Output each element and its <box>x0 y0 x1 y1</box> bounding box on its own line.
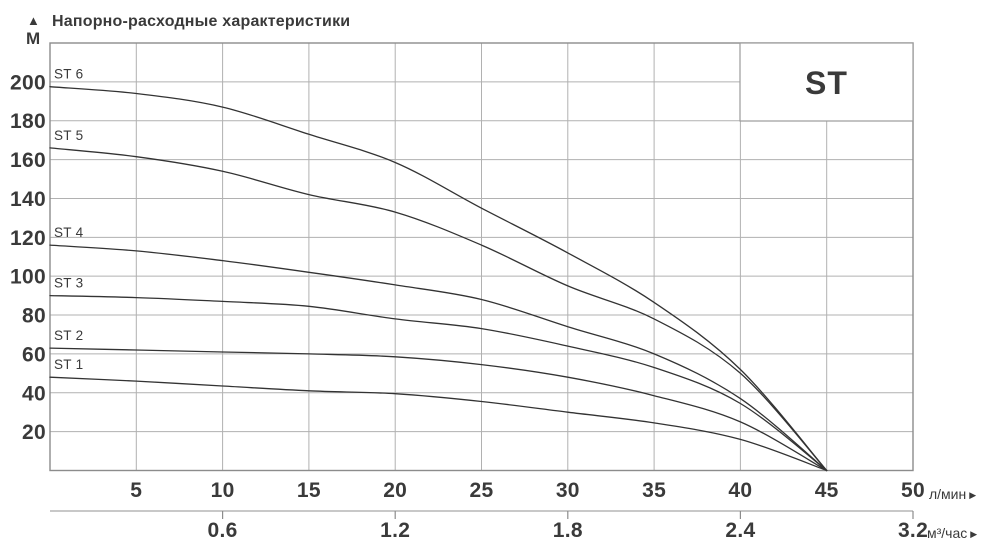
y-tick-label: 200 <box>10 71 46 94</box>
y-tick-label: 100 <box>10 266 46 289</box>
secondary-tick-label: 0.6 <box>208 519 238 542</box>
chart-title: Напорно-расходные характеристики <box>52 13 350 30</box>
curve-label-st-2: ST 2 <box>54 328 83 343</box>
curve-label-st-4: ST 4 <box>54 225 84 240</box>
x-tick-label: 15 <box>297 479 321 502</box>
axis-layer: 20 40 60 80 100 120 140 160 180 200 5 10 15 20 25 30 35 4… <box>10 71 928 542</box>
y-tick-label: 40 <box>22 382 46 405</box>
x-tick-label: 20 <box>383 479 407 502</box>
x-tick-label: 45 <box>815 479 839 502</box>
secondary-x-unit-text: м³/час <box>927 525 967 541</box>
x-tick-label: 35 <box>642 479 666 502</box>
y-tick-label: 160 <box>10 149 46 172</box>
y-axis-unit-label: М <box>26 29 40 48</box>
secondary-tick-label: 3.2 <box>898 519 928 542</box>
curve-st-1 <box>49 376 828 472</box>
x-tick-label: 30 <box>556 479 580 502</box>
curve-st-6 <box>49 86 828 472</box>
series-family-label: ST <box>805 65 848 101</box>
series-family-box <box>739 42 914 122</box>
chart-header: ▲ Напорно-расходные характеристики М <box>26 13 350 48</box>
plot-border <box>49 42 914 472</box>
y-tick-label: 20 <box>22 421 46 444</box>
x-tick-label: 5 <box>130 479 142 502</box>
x-tick-label: 10 <box>211 479 235 502</box>
series-family-box-group: ST <box>739 42 914 122</box>
up-arrow-icon: ▲ <box>27 13 40 28</box>
curves-layer: ST 6 ST 5 ST 4 ST 3 ST 2 ST 1 <box>49 67 828 472</box>
curve-label-st-1: ST 1 <box>54 357 83 372</box>
y-tick-label: 140 <box>10 188 46 211</box>
y-tick-label: 180 <box>10 110 46 133</box>
curve-st-5 <box>49 147 828 472</box>
right-arrow-icon: ▶ <box>970 529 977 539</box>
y-tick-label: 80 <box>22 305 46 328</box>
x-axis-unit-labels: л/мин ▶ м³/час ▶ <box>927 486 977 541</box>
y-tick-label: 60 <box>22 343 46 366</box>
secondary-x-unit-label: м³/час ▶ <box>927 525 977 541</box>
x-tick-label: 25 <box>470 479 494 502</box>
curve-st-3 <box>49 294 828 472</box>
x-tick-label: 40 <box>728 479 752 502</box>
x-tick-label: 50 <box>901 479 925 502</box>
secondary-tick-label: 1.8 <box>553 519 583 542</box>
grid-layer <box>49 42 914 472</box>
primary-x-unit-label: л/мин ▶ <box>929 486 976 502</box>
y-tick-label: 120 <box>10 227 46 250</box>
curve-st-4 <box>49 244 828 472</box>
primary-x-unit-text: л/мин <box>929 486 966 502</box>
curve-st-2 <box>49 347 828 472</box>
curve-label-st-3: ST 3 <box>54 276 83 291</box>
curve-label-st-6: ST 6 <box>54 67 83 82</box>
secondary-tick-label: 1.2 <box>380 519 410 542</box>
right-arrow-icon: ▶ <box>969 490 976 500</box>
secondary-tick-label: 2.4 <box>725 519 755 542</box>
curve-label-st-5: ST 5 <box>54 128 83 143</box>
